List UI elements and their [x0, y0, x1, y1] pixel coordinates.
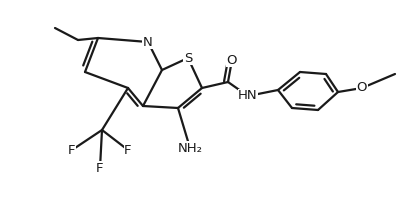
Text: N: N	[143, 36, 152, 48]
Text: F: F	[96, 162, 104, 175]
Text: S: S	[183, 52, 192, 64]
Text: O: O	[226, 54, 237, 66]
Text: HN: HN	[237, 89, 257, 102]
Text: NH₂: NH₂	[177, 141, 202, 155]
Text: O: O	[356, 81, 366, 95]
Text: F: F	[68, 143, 76, 157]
Text: F: F	[124, 143, 131, 157]
